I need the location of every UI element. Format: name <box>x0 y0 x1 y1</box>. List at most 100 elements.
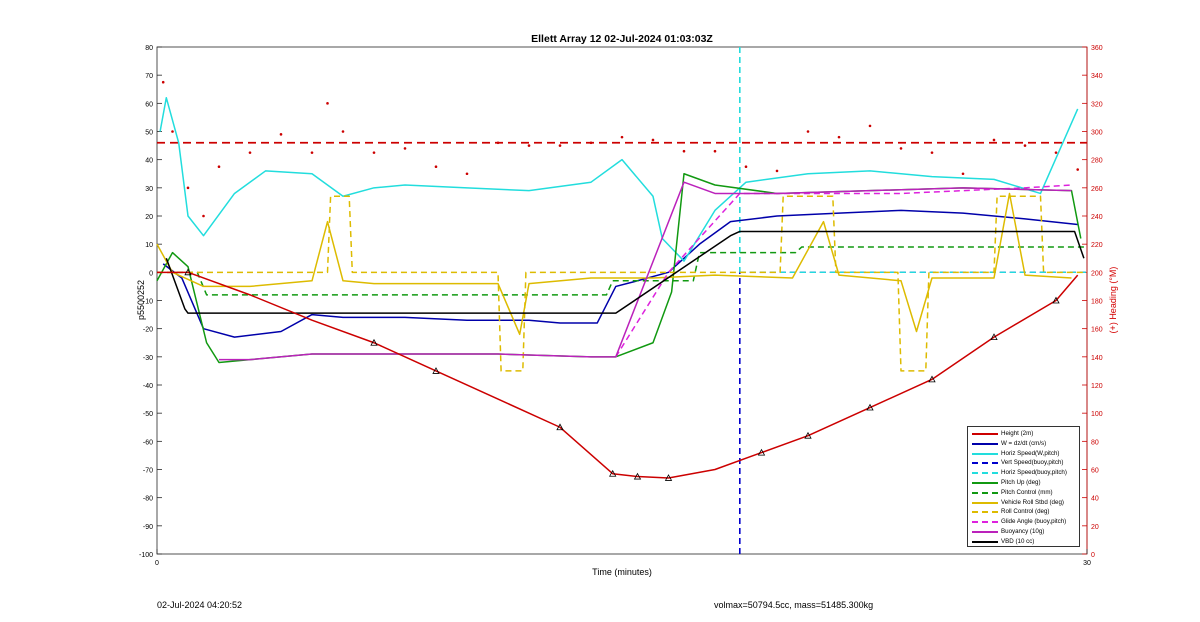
heading-point <box>186 186 190 190</box>
x-axis-ticks: 0 30 <box>155 549 1091 567</box>
y-tick-label: 40 <box>145 158 153 165</box>
height-markers <box>184 268 1060 481</box>
y-right-tick-label: 200 <box>1091 270 1103 277</box>
y-right-tick-label: 40 <box>1091 496 1099 503</box>
height-marker <box>757 448 766 456</box>
legend-label: Glide Angle (buoy,pitch) <box>1001 518 1067 526</box>
legend-entry: Vehicle Roll Stbd (deg) <box>968 498 1081 507</box>
y-tick-label: -50 <box>143 411 153 418</box>
series-line <box>156 192 1072 336</box>
y-tick-label: 50 <box>145 130 153 137</box>
legend-entry: Roll Control (deg) <box>968 507 1081 516</box>
heading-point <box>202 214 205 218</box>
chart-title: Ellett Array 12 02-Jul-2024 01:03:03Z <box>531 33 713 45</box>
legend-swatch <box>972 442 998 445</box>
height-marker <box>556 423 564 431</box>
height-marker <box>928 375 936 383</box>
y-right-tick-label: 300 <box>1091 130 1103 137</box>
y-right-tick-label: 120 <box>1091 383 1103 390</box>
legend-swatch <box>972 452 998 455</box>
heading-point <box>558 144 562 147</box>
heading-point <box>713 149 717 153</box>
y-tick-label: 60 <box>145 101 153 108</box>
legend-label: Vehicle Roll Stbd (deg) <box>1001 498 1064 506</box>
height-marker <box>609 469 617 477</box>
legend-entry: Glide Angle (buoy,pitch) <box>968 517 1081 526</box>
y-tick-label: -70 <box>143 468 153 475</box>
legend-label: Vert Speed(buoy,pitch) <box>1001 459 1064 467</box>
legend-entry: Pitch Control (mm) <box>968 488 1081 497</box>
heading-point <box>341 130 345 133</box>
legend-swatch <box>972 433 998 435</box>
heading-point <box>465 172 469 176</box>
heading-point <box>1054 151 1058 154</box>
heading-point <box>961 172 965 176</box>
series-line <box>165 230 1085 314</box>
y-right-tick-label: 280 <box>1091 158 1103 165</box>
height-marker <box>633 472 642 480</box>
y-right-tick-label: 0 <box>1091 552 1095 559</box>
y-tick-label: 0 <box>149 270 153 277</box>
heading-point <box>1076 168 1079 171</box>
series-layer <box>156 47 1087 554</box>
footer-volmax-mass: volmax=50794.5cc, mass=51485.300kg <box>714 600 874 610</box>
legend-swatch <box>972 472 998 475</box>
legend-entry: W = dz/dt (cm/s) <box>968 439 1081 448</box>
series-line <box>157 271 1079 479</box>
height-marker <box>432 367 440 374</box>
legend-label: Pitch Up (deg) <box>1001 479 1041 486</box>
heading-point <box>992 138 996 142</box>
legend-entry: Horiz Speed(buoy,pitch) <box>968 468 1081 477</box>
y-right-tick-label: 360 <box>1091 45 1103 52</box>
heading-point <box>589 141 593 145</box>
legend-label: Roll Control (deg) <box>1001 508 1050 516</box>
heading-point <box>217 165 221 169</box>
legend-label: Height (2m) <box>1001 430 1034 437</box>
legend-entry: Horiz Speed(W,pitch) <box>968 449 1081 458</box>
heading-point <box>930 151 934 154</box>
y-right-tick-label: 140 <box>1091 355 1103 362</box>
height-marker <box>370 338 378 346</box>
legend-swatch <box>972 501 998 504</box>
y-tick-label: -100 <box>139 552 153 559</box>
series-line <box>159 96 1079 262</box>
y-right-tick-label: 100 <box>1091 411 1103 418</box>
height-marker <box>990 333 998 341</box>
heading-point <box>620 135 624 139</box>
legend-entry: Vert Speed(buoy,pitch) <box>968 458 1081 467</box>
y-tick-label: -30 <box>143 355 153 362</box>
y-tick-label: 20 <box>145 214 153 221</box>
heading-point <box>775 169 779 173</box>
y-right-tick-label: 80 <box>1091 439 1099 446</box>
heading-point <box>651 138 655 142</box>
height-marker <box>804 431 812 439</box>
y-right-tick-label: 260 <box>1091 186 1103 193</box>
heading-point <box>744 165 748 169</box>
heading-point <box>326 102 329 105</box>
y-tick-label: 80 <box>145 45 153 52</box>
legend-swatch <box>972 462 998 465</box>
right-axis-ticks: 3603403203002802602402202001801601401201… <box>1082 45 1103 559</box>
legend-label: Pitch Control (mm) <box>1001 488 1053 496</box>
series-line <box>157 195 1087 372</box>
plot-area <box>156 46 1088 555</box>
legend-label: Buoyancy (10g) <box>1001 528 1045 535</box>
heading-point <box>806 130 810 133</box>
heading-point <box>434 165 438 169</box>
x-axis-label: Time (minutes) <box>592 567 652 577</box>
y-right-tick-label: 60 <box>1091 468 1099 475</box>
heading-point <box>161 80 165 84</box>
y-right-tick-label: 220 <box>1091 242 1103 249</box>
y-tick-label: -10 <box>143 299 153 306</box>
heading-point <box>682 149 686 153</box>
series-line <box>162 209 1078 338</box>
heading-point <box>372 151 376 154</box>
x-tick-label: 0 <box>155 560 159 567</box>
heading-point <box>310 151 314 154</box>
legend-swatch <box>972 540 998 543</box>
legend-swatch <box>972 491 998 494</box>
y-tick-label: -90 <box>143 524 153 531</box>
height-marker <box>664 474 673 481</box>
y-tick-label: 70 <box>145 73 153 80</box>
height-marker <box>866 403 874 411</box>
